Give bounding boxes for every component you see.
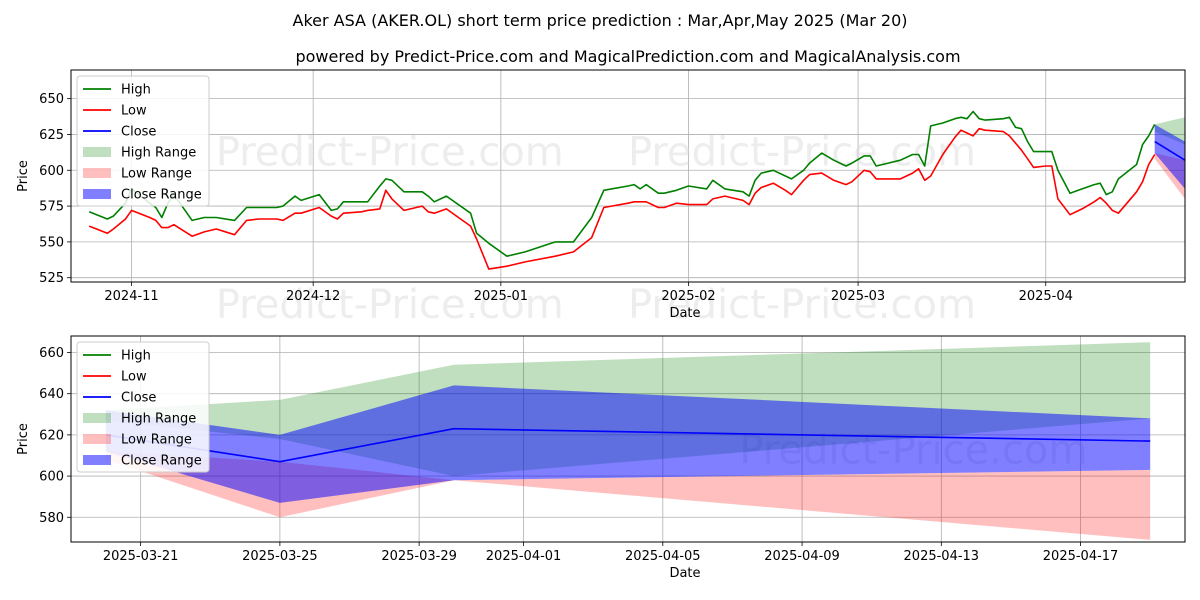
y-tick-label: 660 [39, 346, 64, 361]
history-chart: Predict-Price.com Predict-Price.com Predic… [16, 69, 1186, 328]
series-close-range-area [1154, 124, 1185, 189]
x-tick-label: 2025-03 [831, 289, 885, 304]
legend-swatch-close-range [83, 455, 111, 465]
watermark-text: Predict-Price.com [628, 129, 976, 175]
forecast-chart: Predict-Price.com2025-03-212025-03-25202… [16, 335, 1186, 581]
grid-lines [71, 70, 1185, 282]
legend-label-low: Low [121, 370, 147, 385]
plot-frame [70, 69, 1186, 283]
x-tick-label: 2025-01 [474, 289, 528, 304]
x-tick-label: 2025-04-13 [904, 549, 980, 564]
legend-label-low-range: Low Range [121, 167, 192, 182]
legend-label-close: Close [121, 125, 156, 140]
plot-frame [70, 335, 1186, 543]
y-tick-label: 580 [39, 511, 64, 526]
x-tick-label: 2025-04-17 [1043, 549, 1119, 564]
x-tick-label: 2025-04 [1019, 289, 1073, 304]
x-tick-label: 2025-03-25 [242, 549, 318, 564]
legend-label-low-range: Low Range [121, 433, 192, 448]
legend-label-high: High [121, 349, 151, 364]
y-tick-label: 525 [39, 271, 64, 286]
series-close-line [1154, 140, 1185, 161]
x-tick-label: 2025-03-29 [381, 549, 457, 564]
axis-ticks: 2025-03-21 2025-03-25 2025-03-29 2025-04-01… [39, 346, 1118, 564]
x-tick-label: 2025-03-21 [103, 549, 179, 564]
watermarks: Predict-Price.com Predict-Price.com Predic… [216, 129, 976, 328]
legend-swatch-low-range [83, 168, 111, 178]
legend: High Low Close High Range Low Range Close Ran… [76, 341, 210, 473]
legend-label-close: Close [121, 391, 156, 406]
x-tick-label: 2024-11 [104, 289, 158, 304]
legend-box [76, 75, 210, 207]
legend-label-high: High [121, 83, 151, 98]
legend-box [76, 341, 210, 473]
y-tick-label: 650 [39, 92, 64, 107]
x-tick-label: 2025-04-09 [764, 549, 840, 564]
plot-area [105, 342, 1151, 540]
legend-label-low: Low [121, 104, 147, 119]
y-tick-label: 575 [39, 200, 64, 215]
legend-label-close-range: Close Range [121, 454, 202, 469]
x-tick-label: 2024-12 [286, 289, 340, 304]
legend: High Low Close High Range Low Range Close Ran… [76, 75, 210, 207]
watermark-text: Predict-Price.com [216, 129, 564, 175]
legend-swatch-low-range [83, 434, 111, 444]
y-axis-label: Price [16, 160, 31, 192]
axis-ticks: 2024-11 2024-12 2025-01 2025-02 2025-03 2025-… [39, 92, 1073, 304]
y-tick-label: 600 [39, 470, 64, 485]
y-axis-label: Price [16, 423, 31, 455]
x-axis-label: Date [669, 306, 700, 321]
y-tick-label: 550 [39, 235, 64, 250]
legend-label-close-range: Close Range [121, 188, 202, 203]
legend-swatch-high-range [83, 413, 111, 423]
y-tick-label: 625 [39, 128, 64, 143]
legend-swatch-close-range [83, 189, 111, 199]
y-tick-label: 620 [39, 428, 64, 443]
legend-label-high-range: High Range [121, 146, 196, 161]
x-tick-label: 2025-04-01 [486, 549, 562, 564]
series-close-range-area [105, 385, 1151, 503]
chart-subtitle: powered by Predict-Price.com and Magical… [295, 47, 960, 66]
series-low-line [88, 127, 1156, 270]
plot-area [88, 110, 1185, 270]
chart-title: Aker ASA (AKER.OL) short term price pred… [293, 11, 908, 30]
watermark-text: Predict-Price.com [628, 282, 976, 328]
legend-swatch-high-range [83, 147, 111, 157]
x-tick-label: 2025-02 [661, 289, 715, 304]
series-high-line [88, 110, 1156, 258]
y-tick-label: 600 [39, 164, 64, 179]
x-tick-label: 2025-04-05 [625, 549, 701, 564]
y-tick-label: 640 [39, 387, 64, 402]
x-axis-label: Date [669, 566, 700, 581]
watermark-text: Predict-Price.com [216, 282, 564, 328]
legend-label-high-range: High Range [121, 412, 196, 427]
